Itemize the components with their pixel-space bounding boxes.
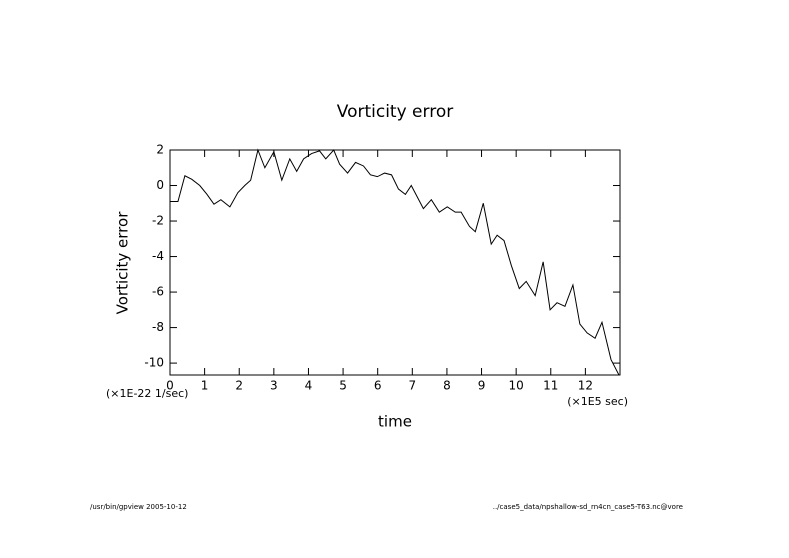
footer-right: ../case5_data/npshallow-sd_rn4cn_case5-T… [493, 503, 683, 511]
data-line [170, 148, 620, 376]
x-tick-label: 4 [305, 379, 313, 393]
y-unit: (×1E-22 1/sec) [106, 387, 188, 400]
plot-frame [169, 149, 621, 376]
x-tick-label: 9 [478, 379, 486, 393]
y-tick-label: -8 [152, 320, 164, 334]
x-tick-label: 11 [543, 379, 558, 393]
x-axis-label: time [378, 413, 412, 431]
y-axis-label: Vorticity error [114, 211, 132, 315]
x-tick-label: 1 [201, 379, 209, 393]
y-tick-label: 0 [156, 178, 164, 192]
x-tick-label: 5 [339, 379, 347, 393]
chart-title: Vorticity error [337, 102, 453, 122]
x-tick-label: 6 [374, 379, 382, 393]
x-tick-label: 7 [408, 379, 416, 393]
x-tick-label: 8 [443, 379, 451, 393]
y-tick-label: -10 [144, 356, 164, 370]
y-tick-label: -6 [152, 285, 164, 299]
x-tick-label: 10 [509, 379, 524, 393]
x-tick-label: 12 [578, 379, 593, 393]
footer-left: /usr/bin/gpview 2005-10-12 [90, 503, 187, 511]
x-tick-label: 0 [166, 379, 174, 393]
x-tick-label: 3 [270, 379, 278, 393]
x-tick-label: 2 [235, 379, 243, 393]
y-tick-label: -2 [152, 214, 164, 228]
y-tick-label: -4 [152, 249, 164, 263]
x-unit: (×1E5 sec) [567, 395, 628, 408]
y-tick-label: 2 [156, 143, 164, 157]
